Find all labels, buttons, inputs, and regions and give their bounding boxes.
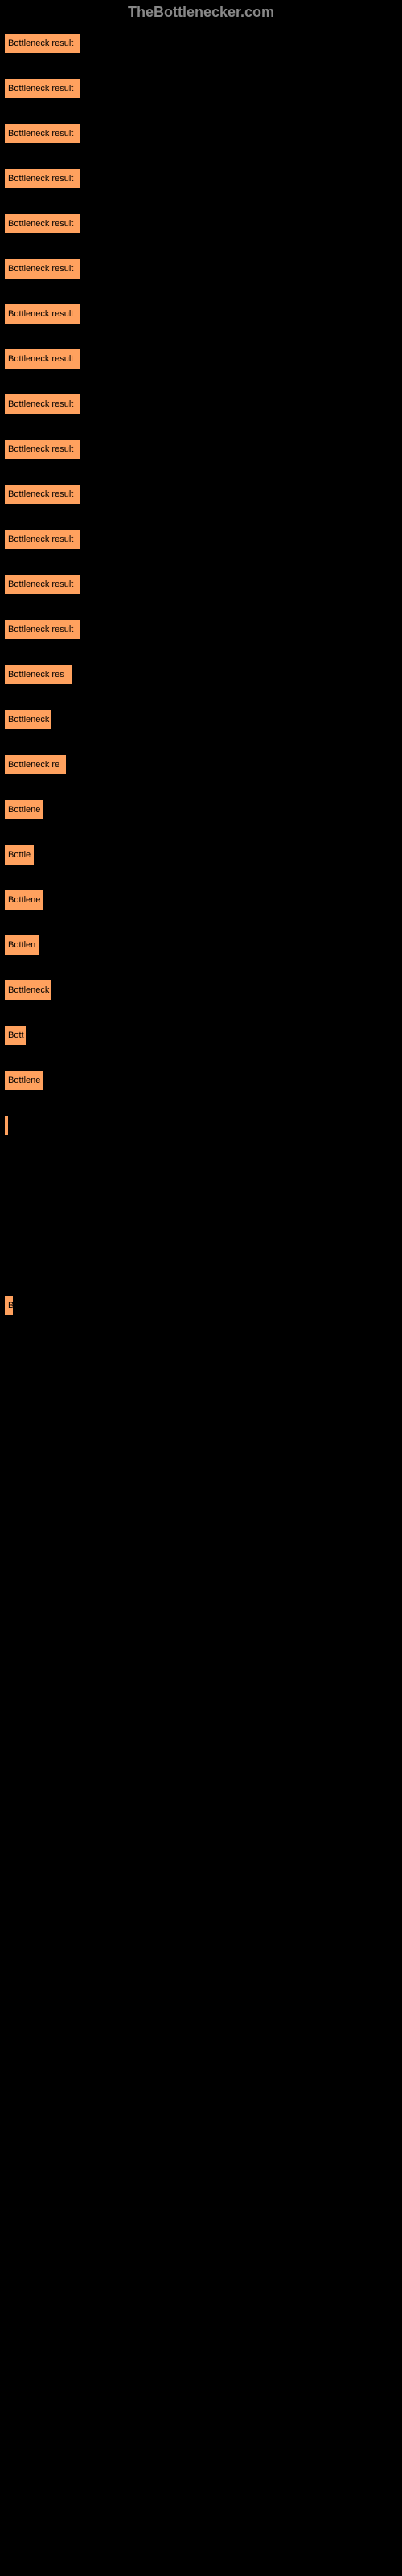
bar-row: Bottleneck result (4, 439, 398, 461)
bar-row (4, 1250, 398, 1273)
bar-label: Bottleneck res (8, 670, 64, 679)
bar-row: Bottlene (4, 890, 398, 912)
bar-label: Bottleneck result (8, 625, 73, 634)
chart-bar[interactable]: Bottleneck res (4, 664, 72, 685)
bar-label: Bottleneck result (8, 84, 73, 93)
bar-chart: Bottleneck result Bottleneck result Bottle… (0, 25, 402, 1393)
bar-label: B (8, 1301, 14, 1311)
chart-bar[interactable]: Bott (4, 1025, 27, 1046)
bar-row: Bottlene (4, 799, 398, 822)
chart-bar[interactable]: Bottleneck result (4, 213, 81, 234)
chart-bar[interactable]: Bottleneck (4, 709, 52, 730)
chart-bar[interactable]: Bottleneck result (4, 574, 81, 595)
bar-label: Bottleneck result (8, 535, 73, 544)
chart-bar[interactable]: Bottleneck result (4, 484, 81, 505)
bar-row: Bottlene (4, 1070, 398, 1092)
chart-bar[interactable]: Bottleneck result (4, 394, 81, 415)
bar-label: Bottlene (8, 1075, 40, 1085)
chart-bar[interactable]: B (4, 1295, 14, 1316)
bar-row: Bottleneck result (4, 123, 398, 146)
chart-bar[interactable]: Bottleneck result (4, 619, 81, 640)
bar-row: Bottleneck result (4, 529, 398, 551)
bar-label: Bottleneck result (8, 129, 73, 138)
bar-label: Bottleneck (8, 985, 49, 995)
header-title: TheBottlenecker.com (128, 4, 274, 20)
chart-bar[interactable]: Bottle (4, 844, 35, 865)
bar-row: Bottleneck result (4, 258, 398, 281)
bar-label: Bottleneck result (8, 399, 73, 409)
bar-row: Bottleneck res (4, 664, 398, 687)
chart-bar[interactable]: Bottlene (4, 799, 44, 820)
bar-label: Bottlen (8, 940, 35, 950)
bar-row: Bottleneck result (4, 303, 398, 326)
bar-row: Bottleneck (4, 709, 398, 732)
bar-label: Bottleneck result (8, 309, 73, 319)
bar-row: Bottleneck re (4, 754, 398, 777)
bar-label: Bottlene (8, 895, 40, 905)
bar-row (4, 1115, 398, 1137)
bar-label: Bottleneck result (8, 354, 73, 364)
chart-bar[interactable] (4, 1115, 9, 1136)
chart-bar[interactable]: Bottlene (4, 890, 44, 910)
bar-label: Bottleneck result (8, 580, 73, 589)
chart-bar[interactable]: Bottleneck result (4, 303, 81, 324)
bar-label: Bottleneck result (8, 264, 73, 274)
site-header: TheBottlenecker.com (0, 0, 402, 25)
bar-label: Bottleneck result (8, 489, 73, 499)
bar-row (4, 1205, 398, 1228)
bar-row: Bottleneck (4, 980, 398, 1002)
bar-label: Bott (8, 1030, 24, 1040)
chart-bar[interactable]: Bottlen (4, 935, 39, 956)
bar-label: Bottleneck re (8, 760, 59, 770)
bar-row (4, 1340, 398, 1363)
bar-row: Bott (4, 1025, 398, 1047)
bar-row: Bottleneck result (4, 484, 398, 506)
chart-bar[interactable]: Bottleneck (4, 980, 52, 1001)
bar-label: Bottleneck (8, 715, 49, 724)
bar-row: Bottleneck result (4, 619, 398, 642)
chart-bar[interactable]: Bottleneck result (4, 439, 81, 460)
bar-row: B (4, 1295, 398, 1318)
bar-label: Bottleneck result (8, 219, 73, 229)
bar-row (4, 1160, 398, 1183)
chart-bar[interactable]: Bottleneck result (4, 529, 81, 550)
bar-label: Bottlene (8, 805, 40, 815)
bar-label: Bottleneck result (8, 39, 73, 48)
chart-bar[interactable]: Bottleneck result (4, 349, 81, 369)
chart-bar[interactable]: Bottleneck result (4, 258, 81, 279)
bar-row: Bottleneck result (4, 213, 398, 236)
bar-row: Bottle (4, 844, 398, 867)
chart-bar[interactable]: Bottleneck result (4, 33, 81, 54)
bar-row: Bottleneck result (4, 349, 398, 371)
bar-label: Bottleneck result (8, 444, 73, 454)
bar-label: Bottleneck result (8, 174, 73, 184)
chart-bar[interactable]: Bottleneck re (4, 754, 67, 775)
bar-row: Bottleneck result (4, 394, 398, 416)
bar-row: Bottlen (4, 935, 398, 957)
chart-bar[interactable]: Bottleneck result (4, 168, 81, 189)
chart-bar[interactable]: Bottleneck result (4, 78, 81, 99)
chart-bar[interactable]: Bottlene (4, 1070, 44, 1091)
bar-row: Bottleneck result (4, 168, 398, 191)
bar-row: Bottleneck result (4, 33, 398, 56)
bar-row: Bottleneck result (4, 574, 398, 597)
bar-label: Bottle (8, 850, 31, 860)
bar-row: Bottleneck result (4, 78, 398, 101)
chart-bar[interactable]: Bottleneck result (4, 123, 81, 144)
